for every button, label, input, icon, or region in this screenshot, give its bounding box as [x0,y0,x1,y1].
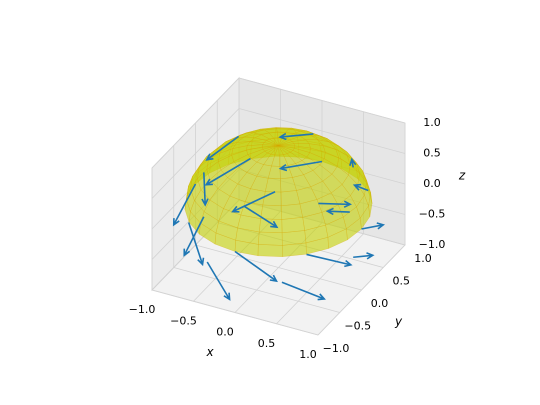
y-axis-label: y [394,315,403,329]
grid-line [151,289,319,336]
y-tick-label: 0.5 [393,275,411,288]
y-tick-label: 1.0 [414,252,432,265]
arrow [349,157,357,168]
z-tick-label: −1.0 [419,238,446,251]
arrow [234,250,278,283]
arrow [361,222,386,230]
surface-facet [281,203,303,220]
surface-facet [281,217,305,233]
y-tick-label: −1.0 [323,342,350,355]
y-tick-label: −0.5 [344,320,371,333]
x-axis-label: x [205,345,214,359]
arrow [353,252,375,260]
arrow [205,135,240,161]
x-tick-label: 0.0 [216,326,234,339]
x-tick-label: 0.5 [258,337,276,350]
arrow [243,205,279,229]
arrow [318,200,352,208]
arrow [325,207,350,216]
arrow [201,172,209,207]
surface-facet [281,230,307,246]
arrow [281,281,326,301]
arrow [352,183,369,192]
surface-facet [260,204,282,220]
grid-line [238,108,406,154]
arrow [187,222,205,267]
arrow [204,157,251,186]
arrow [183,216,205,257]
arrow [172,183,197,227]
arrow [278,160,323,172]
x-tick-label: 1.0 [299,348,317,361]
arrow [206,261,231,301]
grid-line [151,108,240,199]
grid-line [195,244,362,291]
arrow [231,191,276,213]
grid-line [173,267,340,313]
surface-facet [265,178,282,193]
grid-line [238,77,406,124]
x-tick-label: −1.0 [129,303,156,316]
x-tick-label: −0.5 [170,314,197,327]
z-tick-label: 0.5 [423,147,441,160]
y-tick-label: 0.0 [371,297,389,310]
z-tick-label: −0.5 [419,208,446,221]
surface-facet [257,244,283,257]
surface-facet [258,231,283,246]
grid-line [151,77,240,169]
z-tick-label: 1.0 [423,116,441,129]
arrow [278,132,314,141]
surface-facet [280,190,301,206]
z-axis-label: z [458,169,466,183]
arrow [306,253,353,268]
z-tick-label: 0.0 [423,177,441,190]
